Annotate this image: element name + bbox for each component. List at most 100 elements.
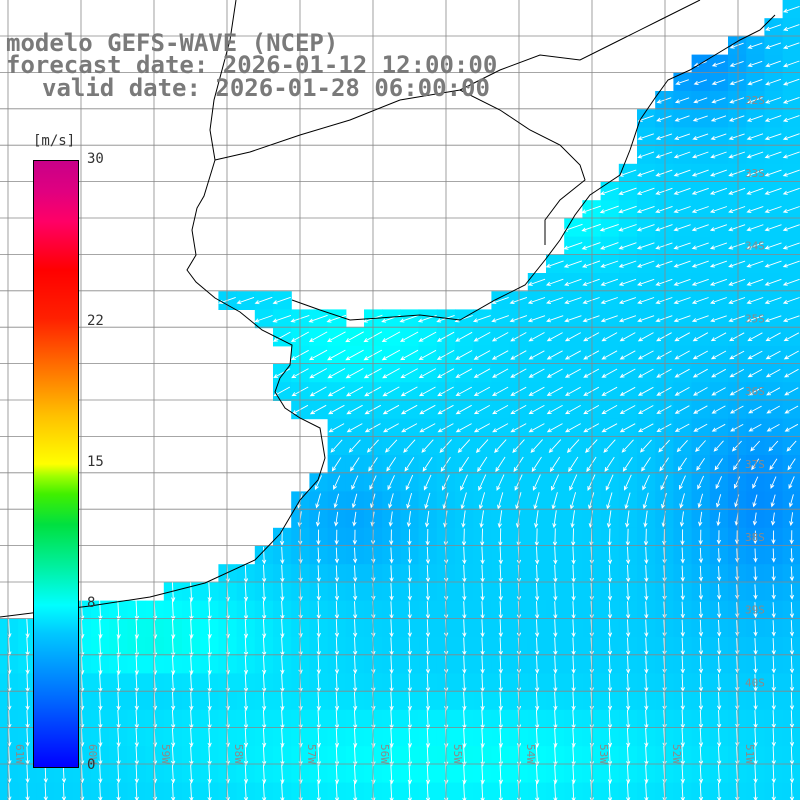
wind-arrow	[418, 368, 437, 379]
wind-arrow	[729, 350, 745, 360]
wind-arrow	[583, 368, 600, 378]
wind-arrow	[389, 565, 394, 583]
wind-arrow	[425, 745, 431, 767]
wind-arrow	[692, 350, 709, 360]
wind-arrow	[565, 405, 581, 415]
wind-arrow	[599, 187, 619, 196]
wind-arrow	[334, 763, 340, 785]
latitude-label: 37S	[745, 458, 765, 471]
wind-arrow	[636, 205, 655, 214]
wind-arrow	[764, 260, 782, 268]
wind-arrow	[425, 709, 431, 730]
wind-arrow	[334, 529, 339, 546]
wind-arrow	[535, 655, 540, 674]
wind-arrow	[462, 745, 467, 767]
wind-arrow	[656, 97, 672, 104]
wind-arrow	[583, 332, 600, 342]
wind-arrow	[280, 691, 285, 711]
wind-arrow	[636, 224, 655, 232]
wind-arrow	[728, 278, 746, 286]
wind-arrow	[134, 635, 140, 658]
wind-arrow	[98, 764, 103, 784]
wind-arrow	[599, 223, 619, 232]
forecast-date: forecast date: 2026-01-12 12:00:00	[6, 51, 498, 79]
wind-arrow	[764, 187, 782, 195]
wind-arrow	[655, 224, 673, 232]
wind-arrow	[637, 423, 654, 433]
wind-arrow	[784, 423, 799, 432]
wind-arrow	[693, 387, 708, 396]
wind-arrow	[399, 314, 419, 323]
wind-arrow	[789, 530, 794, 545]
wind-arrow	[747, 387, 763, 396]
wind-arrow	[655, 133, 673, 141]
wind-arrow	[330, 439, 343, 453]
wind-arrow	[675, 79, 689, 85]
river-plate-north-shore	[291, 14, 776, 321]
wind-arrow	[262, 600, 267, 620]
wind-arrow	[171, 691, 176, 711]
wind-arrow	[553, 655, 558, 674]
wind-arrow	[243, 654, 249, 675]
wind-arrow	[753, 764, 758, 784]
wind-arrow	[280, 655, 285, 675]
wind-arrow	[783, 78, 800, 86]
wind-arrow	[491, 332, 509, 342]
wind-arrow	[475, 439, 489, 453]
wind-arrow	[637, 315, 655, 323]
wind-arrow	[770, 512, 776, 526]
wind-arrow	[621, 439, 634, 453]
wind-arrow	[618, 224, 637, 232]
wind-arrow	[455, 386, 473, 396]
wind-arrow	[697, 475, 705, 490]
wind-arrow	[563, 223, 583, 232]
wind-arrow	[709, 260, 728, 268]
wind-arrow	[789, 638, 795, 656]
wind-arrow	[618, 187, 637, 195]
wind-arrow	[262, 636, 267, 657]
wind-arrow	[473, 332, 491, 342]
wind-arrow	[673, 169, 691, 177]
wind-arrow	[789, 692, 795, 711]
wind-arrow	[571, 709, 576, 730]
wind-arrow	[480, 582, 485, 602]
wind-arrow	[600, 278, 619, 286]
wind-arrow	[783, 332, 800, 342]
wind-arrow	[189, 709, 194, 730]
wind-arrow	[789, 656, 795, 674]
wind-arrow	[280, 763, 285, 785]
wind-arrow	[315, 493, 321, 509]
wind-arrow	[698, 746, 704, 766]
wind-arrow	[98, 636, 103, 658]
wind-arrow	[731, 440, 742, 452]
wind-arrow	[746, 169, 764, 177]
wind-arrow	[353, 619, 358, 638]
wind-arrow	[604, 456, 615, 472]
wind-arrow	[552, 510, 557, 529]
wind-arrow	[765, 24, 782, 31]
wind-arrow	[717, 782, 722, 800]
wind-arrow	[753, 620, 758, 637]
wind-arrow	[382, 386, 400, 397]
wind-arrow	[789, 566, 795, 582]
wind-arrow	[728, 206, 746, 214]
wind-arrow	[491, 350, 509, 360]
wind-arrow	[710, 151, 727, 159]
wind-arrow	[619, 386, 636, 396]
wind-arrow	[784, 387, 799, 396]
wind-arrow	[771, 692, 776, 711]
wind-arrow	[789, 602, 795, 619]
wind-arrow	[353, 583, 358, 601]
wind-arrow	[498, 619, 503, 638]
wind-arrow	[782, 169, 800, 177]
wind-arrow	[733, 476, 741, 489]
longitude-label: 55W	[451, 744, 464, 764]
wind-arrow	[747, 97, 763, 104]
wind-arrow	[528, 386, 545, 396]
wind-arrow	[549, 456, 561, 473]
wind-arrow	[717, 584, 722, 600]
wind-arrow	[98, 617, 103, 639]
wind-arrow	[528, 332, 545, 342]
wind-arrow	[789, 620, 795, 637]
wind-arrow	[352, 529, 358, 546]
